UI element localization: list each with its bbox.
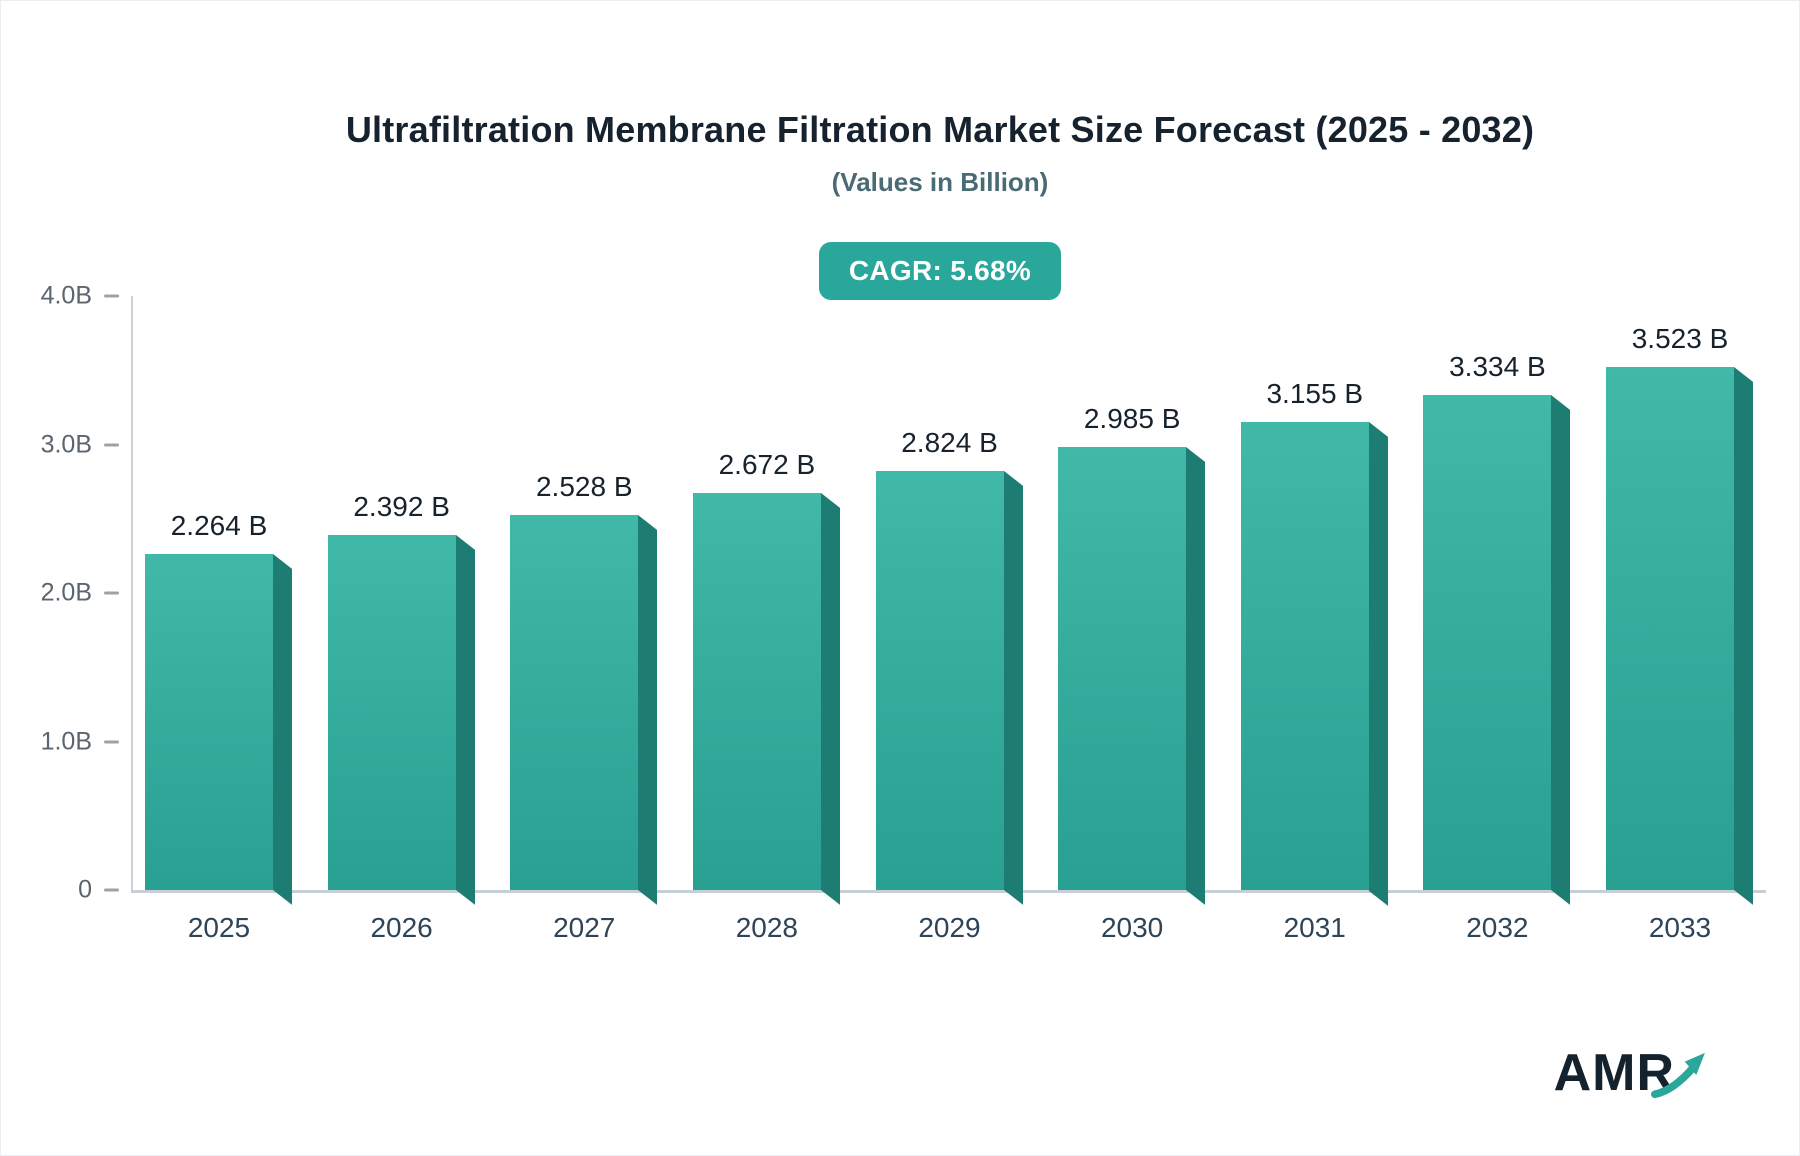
bar — [145, 553, 293, 905]
x-axis-label: 2025 — [187, 912, 251, 943]
bar-value-label: 2.264 B — [170, 509, 268, 541]
bar — [510, 514, 658, 905]
bar — [875, 470, 1024, 905]
bar-group: 2.672 B 2028 — [692, 449, 841, 943]
bar-side-face — [1186, 446, 1206, 905]
y-tick-dash — [104, 591, 119, 595]
bar — [327, 534, 476, 905]
chart-subtitle: (Values in Billion) — [831, 167, 1049, 197]
bar-value-label: 2.824 B — [901, 426, 998, 458]
bar-face — [510, 514, 639, 890]
chart-title: Ultrafiltration Membrane Filtration Mark… — [345, 109, 1535, 150]
x-axis-label: 2032 — [1466, 912, 1529, 943]
x-axis-label: 2030 — [1100, 912, 1164, 943]
bar-value-label: 3.155 B — [1266, 377, 1364, 409]
bar-face — [1423, 394, 1552, 890]
bar-face — [145, 553, 273, 890]
bar-side-face — [820, 493, 840, 905]
bar-group: 2.264 B 2025 — [145, 509, 293, 943]
bar-group: 2.528 B 2027 — [510, 470, 658, 943]
y-tick-label: 2.0B — [40, 578, 92, 607]
bar-group: 2.985 B 2030 — [1058, 402, 1206, 943]
y-tick-label: 3.0B — [40, 430, 92, 458]
bar-group: 3.155 B 2031 — [1240, 377, 1389, 943]
bar-face — [692, 493, 821, 890]
y-axis: 0 1.0B 2.0B 3.0B 4.0B — [26, 282, 131, 904]
bar-side-face — [1734, 366, 1753, 905]
bar — [1423, 394, 1571, 905]
bar-value-label: 2.528 B — [535, 470, 633, 502]
bar-group: 2.824 B 2029 — [875, 426, 1024, 943]
x-axis-label: 2031 — [1283, 912, 1346, 943]
y-tick-dash — [104, 740, 119, 743]
logo-arrow-icon — [1651, 1052, 1705, 1099]
x-axis-label: 2029 — [918, 912, 981, 943]
y-tick: 4.0B — [41, 282, 119, 311]
y-axis-line — [131, 296, 133, 892]
bar-face — [1606, 366, 1734, 890]
bar-side-face — [1551, 394, 1571, 905]
bar-side-face — [1368, 421, 1388, 905]
cagr-badge: CAGR: 5.68% — [818, 242, 1062, 300]
bar-side-face — [273, 553, 292, 905]
y-tick-dash — [104, 443, 119, 446]
y-tick-dash — [104, 888, 119, 892]
bar-value-label: 2.672 B — [718, 449, 816, 481]
bar-side-face — [638, 514, 658, 905]
bar — [1606, 366, 1754, 905]
y-tick-label: 1.0B — [40, 727, 92, 755]
bar — [1240, 421, 1389, 905]
bar-face — [1240, 421, 1369, 890]
y-tick: 1.0B — [41, 727, 119, 756]
bar-value-label: 3.523 B — [1631, 322, 1729, 354]
y-tick: 0 — [78, 876, 119, 905]
bar — [1058, 446, 1206, 905]
x-axis-label: 2028 — [735, 912, 799, 943]
bar-group: 3.334 B 2032 — [1423, 350, 1571, 943]
y-tick-dash — [104, 294, 119, 298]
bar-value-label: 2.392 B — [353, 490, 450, 522]
bar-face — [1058, 446, 1187, 890]
y-tick-label: 0 — [78, 875, 92, 904]
bar-value-label: 3.334 B — [1449, 350, 1546, 382]
bars-row: 2.264 B 2025 2.392 B 2026 2.528 B 2027 2.672 B… — [133, 296, 1766, 943]
bar-face — [327, 534, 456, 890]
y-tick-label: 4.0B — [40, 281, 92, 310]
x-axis-label: 2027 — [553, 912, 616, 943]
bar-group: 3.523 B 2033 — [1606, 322, 1754, 943]
y-tick: 3.0B — [41, 430, 119, 459]
bar-chart: 0 1.0B 2.0B 3.0B 4.0B 2.264 B 2025 2.392 B 2026… — [26, 282, 1766, 1016]
x-axis-label: 2026 — [370, 912, 433, 943]
bar-group: 2.392 B 2026 — [327, 490, 476, 943]
bar-side-face — [455, 534, 475, 905]
x-axis-label: 2033 — [1648, 912, 1712, 943]
bar-face — [875, 470, 1004, 890]
bar-value-label: 2.985 B — [1083, 402, 1181, 434]
x-axis-line — [131, 890, 1766, 893]
chart-header: Ultrafiltration Membrane Filtration Mark… — [121, 109, 1759, 300]
y-tick: 2.0B — [41, 579, 119, 608]
bar-side-face — [1003, 470, 1023, 905]
bar — [692, 493, 841, 905]
logo: AMR — [1554, 1043, 1707, 1103]
